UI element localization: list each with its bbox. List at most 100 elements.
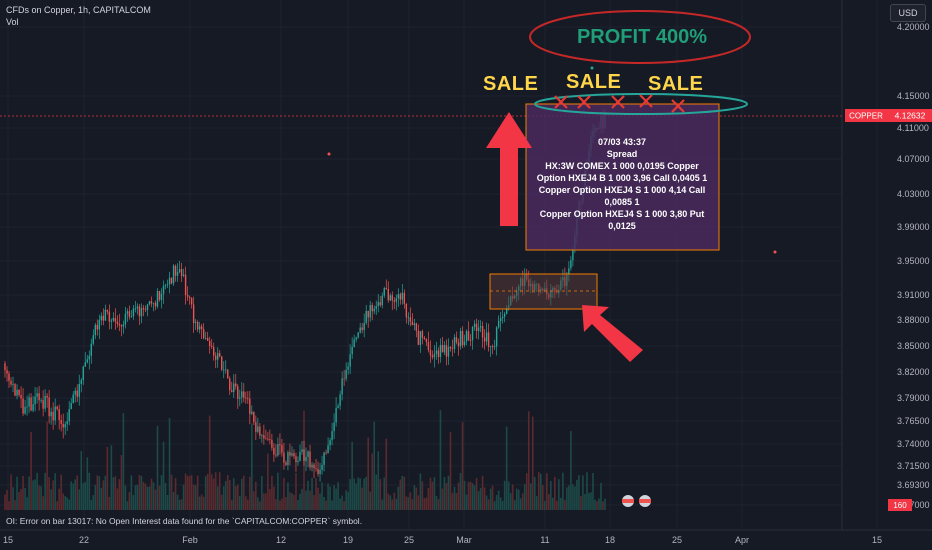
candle-body: [154, 302, 157, 307]
volume-bar: [403, 476, 406, 510]
tooltip-line: Option HXEJ4 B 1 000 3,96 Call 0,0405 1: [536, 173, 708, 183]
time-tick-label: 25: [672, 535, 682, 545]
volume-bar: [160, 475, 163, 510]
volume-bar: [347, 491, 349, 510]
volume-bar: [435, 495, 438, 510]
volume-bar: [309, 490, 311, 510]
candle-body: [347, 366, 349, 370]
tooltip-line: 0,0085 1: [604, 197, 640, 207]
volume-bar: [395, 498, 398, 510]
candle-body: [479, 326, 482, 328]
volume-bar: [94, 484, 97, 510]
candle-body: [269, 439, 271, 440]
volume-bar: [431, 481, 434, 510]
candle-body: [140, 308, 143, 317]
candle-body: [164, 285, 167, 286]
candle-body: [28, 397, 30, 407]
candle-body: [98, 320, 101, 330]
volume-bar: [234, 486, 237, 510]
volume-bar: [134, 485, 137, 510]
candle-body: [194, 321, 197, 323]
candle-body: [491, 346, 494, 347]
volume-bar: [371, 453, 374, 510]
candle-body: [108, 311, 111, 322]
candle-body: [435, 350, 438, 355]
volume-bar: [170, 474, 173, 510]
volume-bar: [138, 475, 141, 510]
tooltip-line: Spread: [606, 149, 638, 159]
volume-bar: [445, 483, 448, 510]
volume-bar: [8, 501, 10, 510]
time-axis[interactable]: 15 22 Feb 12 19 25 Mar 11 18 25 Apr 15: [3, 535, 882, 545]
price-axis[interactable]: 4.20000 4.15000 4.11000 4.07000 4.03000 3.990…: [897, 22, 930, 510]
candle-body: [309, 451, 311, 468]
volume-bar: [198, 496, 201, 510]
volume-bar: [503, 480, 506, 510]
volume-bar: [539, 473, 542, 510]
candle-body: [74, 390, 76, 395]
volume-bar: [220, 494, 223, 510]
volume-bar: [369, 491, 372, 510]
candle-body: [94, 324, 97, 336]
volume-bar: [576, 479, 578, 510]
candle-body: [487, 332, 490, 347]
candle-body: [30, 397, 32, 411]
volume-bar: [295, 472, 297, 510]
candle-body: [249, 398, 251, 414]
candle-body: [237, 386, 239, 399]
volume-bar: [18, 491, 20, 510]
time-tick-label: Mar: [456, 535, 472, 545]
candle-body: [383, 287, 385, 296]
volume-bar: [604, 498, 606, 510]
volume-bar: [299, 493, 301, 510]
candle-body: [112, 318, 115, 321]
candle-body: [146, 304, 149, 311]
volume-bar: [210, 474, 213, 510]
volume-bar: [463, 481, 466, 510]
candle-body: [241, 391, 243, 398]
volume-bar: [180, 499, 183, 510]
volume-bar: [70, 481, 73, 510]
candle-body: [86, 359, 88, 363]
candle-body: [389, 295, 391, 301]
volume-bar: [6, 489, 8, 510]
candle-body: [429, 349, 432, 356]
candle-body: [204, 338, 207, 339]
candle-body: [289, 452, 291, 456]
volume-bar: [184, 473, 187, 510]
volume-bar: [249, 476, 251, 510]
candle-body: [70, 403, 72, 409]
volume-bar: [112, 477, 115, 510]
volume-bar: [100, 487, 103, 510]
candle-body: [64, 424, 66, 428]
candle-body: [78, 383, 80, 397]
tooltip-text: 07/03 43:37 Spread HX:3W COMEX 1 000 0,0…: [526, 136, 718, 232]
candle-body: [243, 391, 245, 398]
candle-body: [469, 340, 472, 341]
volume-bar: [479, 487, 482, 510]
candle-body: [265, 438, 267, 440]
candle-body: [317, 468, 319, 475]
volume-bar: [353, 478, 355, 510]
volume-bar: [499, 497, 502, 510]
volume-bar: [325, 500, 327, 510]
volume-bar: [148, 486, 151, 510]
currency-button[interactable]: USD: [890, 4, 926, 22]
candle-body: [58, 409, 60, 421]
candle-body: [572, 248, 574, 261]
candle-body: [325, 452, 327, 454]
volume-bar: [186, 475, 189, 510]
candle-body: [373, 308, 375, 312]
candle-body: [467, 331, 470, 341]
candle-body: [251, 411, 253, 414]
volume-bar: [471, 483, 474, 510]
volume-bar: [568, 485, 570, 510]
candle-body: [397, 294, 400, 299]
price-tick-label: 3.69300: [897, 480, 930, 490]
tooltip-line: HX:3W COMEX 1 000 0,0195 Copper: [545, 161, 699, 171]
candle-body: [333, 422, 335, 432]
candle-body: [459, 331, 462, 347]
candle-body: [221, 356, 223, 370]
event-icons[interactable]: [622, 495, 651, 507]
